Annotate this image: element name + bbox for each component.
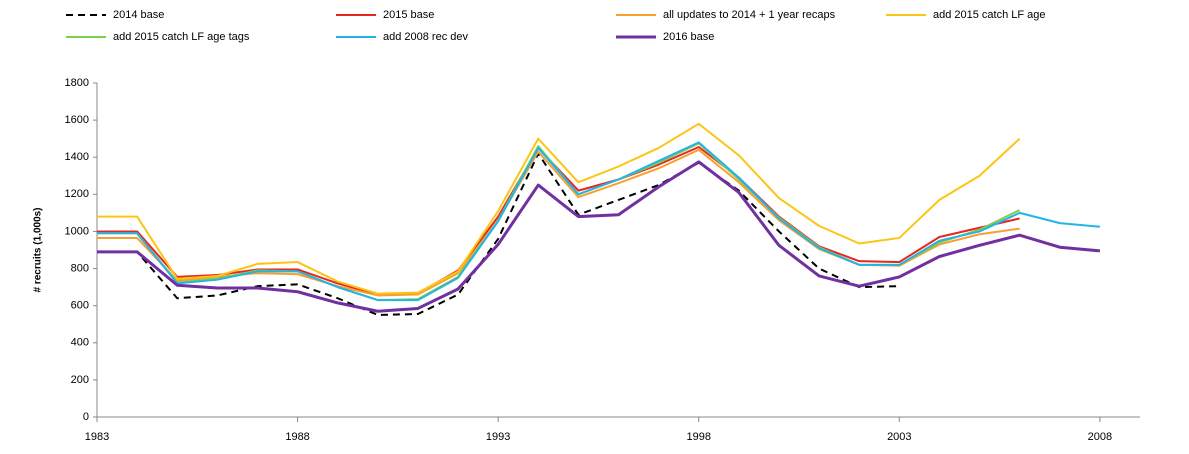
x-tick-label: 2003 <box>887 431 911 443</box>
legend-label: 2014 base <box>113 9 164 21</box>
y-tick-label: 1400 <box>65 151 89 163</box>
y-tick-label: 1600 <box>65 114 89 126</box>
y-tick-label: 200 <box>71 374 89 386</box>
legend-label: all updates to 2014 + 1 year recaps <box>663 9 836 21</box>
y-axis-label: # recruits (1,000s) <box>33 207 44 292</box>
series-line <box>97 141 1100 302</box>
y-tick-label: 0 <box>83 411 89 423</box>
y-tick-label: 1200 <box>65 188 89 200</box>
series-line <box>97 122 1021 295</box>
y-tick-label: 1000 <box>65 225 89 237</box>
y-tick-label: 800 <box>71 262 89 274</box>
y-tick-label: 600 <box>71 300 89 312</box>
x-tick-label: 1998 <box>686 431 710 443</box>
series-line <box>97 152 900 316</box>
x-tick-label: 1993 <box>486 431 510 443</box>
legend-label: 2016 base <box>663 31 714 43</box>
x-tick-label: 2008 <box>1088 431 1112 443</box>
x-tick-label: 1983 <box>85 431 109 443</box>
legend-label: add 2008 rec dev <box>383 31 469 43</box>
x-tick-label: 1988 <box>285 431 309 443</box>
legend-label: add 2015 catch LF age <box>933 9 1046 21</box>
legend-label: 2015 base <box>383 9 434 21</box>
legend-label: add 2015 catch LF age tags <box>113 31 250 43</box>
y-tick-label: 400 <box>71 337 89 349</box>
y-tick-label: 1800 <box>65 77 89 89</box>
series-line <box>97 160 1101 313</box>
